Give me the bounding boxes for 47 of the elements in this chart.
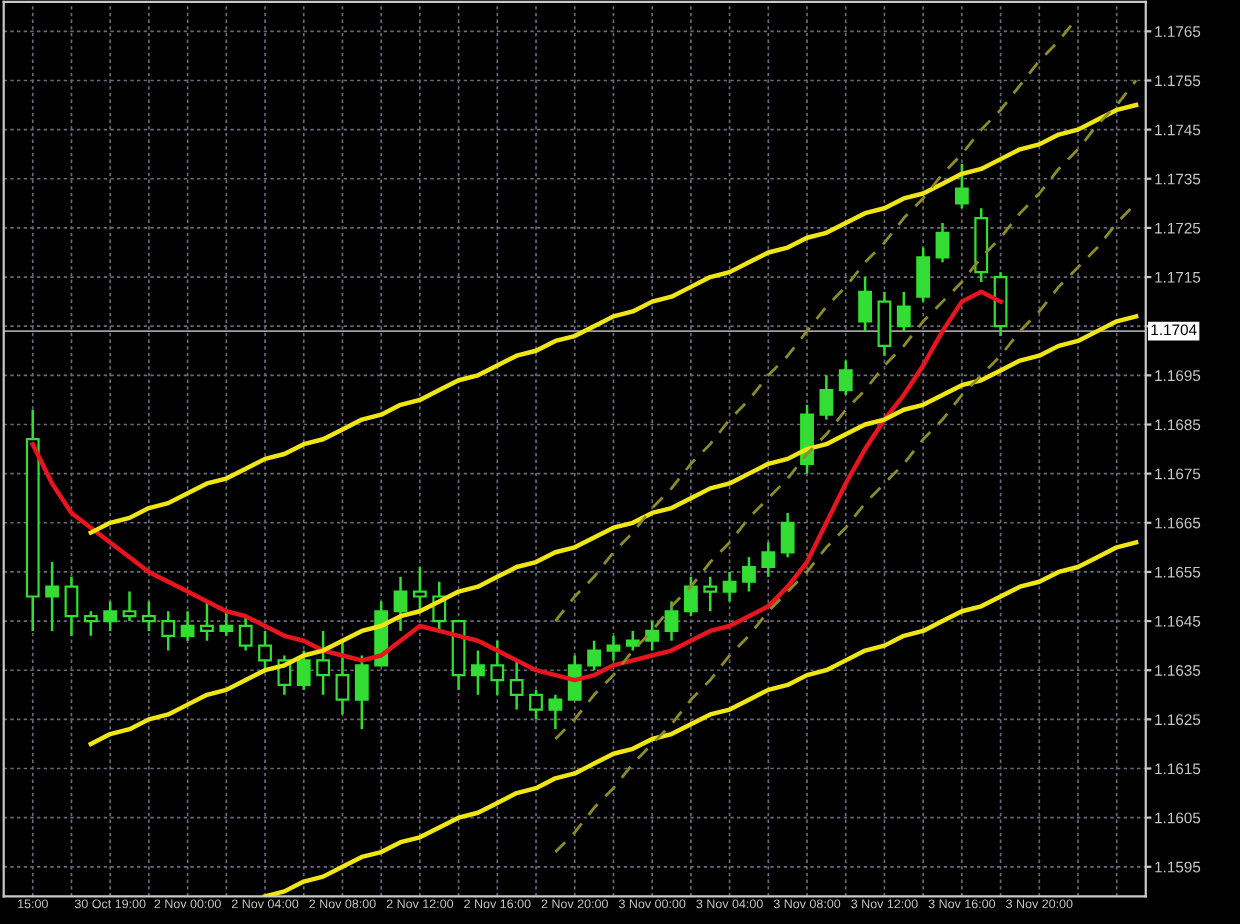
candlestick [122, 590, 137, 623]
candlestick [838, 359, 853, 397]
candlestick [587, 639, 602, 672]
candlestick [664, 600, 679, 642]
candlestick [780, 511, 795, 559]
candlestick [471, 649, 485, 697]
candlestick [45, 560, 60, 633]
candlestick [703, 575, 718, 613]
candlestick [877, 290, 892, 357]
candlestick [238, 614, 253, 652]
candlestick [916, 246, 931, 303]
candlestick [335, 639, 350, 716]
line-series [262, 540, 1139, 897]
line-series [88, 102, 1139, 535]
candlestick [896, 290, 911, 333]
candlestick [529, 688, 543, 721]
candlestick [200, 600, 214, 642]
candlestick [354, 654, 369, 731]
candlestick [258, 629, 272, 672]
candlestick [393, 575, 408, 633]
candlestick [296, 649, 311, 692]
candlestick [742, 555, 756, 593]
candlestick [683, 575, 698, 618]
candlestick [412, 565, 427, 613]
candlestick [819, 374, 834, 421]
candlestick [858, 275, 873, 333]
candlestick [954, 162, 969, 210]
candlestick [141, 600, 156, 633]
candlestick [625, 629, 640, 652]
candlestick [509, 659, 524, 711]
line-series [553, 15, 1080, 623]
candlestick [64, 575, 79, 638]
candlestick [161, 609, 176, 652]
candlestick [722, 570, 737, 603]
candlestick [103, 600, 118, 633]
candlestick [761, 541, 776, 579]
line-series [88, 314, 1139, 747]
candlestick [219, 609, 234, 638]
candlestick [645, 619, 660, 652]
candlestick [180, 609, 195, 642]
line-series [553, 79, 1138, 741]
candlestick [83, 609, 98, 638]
candlestick [935, 221, 950, 264]
candlestick [548, 693, 563, 731]
candlestick [606, 634, 621, 662]
candlestick [490, 639, 505, 697]
candlestick [316, 629, 331, 697]
